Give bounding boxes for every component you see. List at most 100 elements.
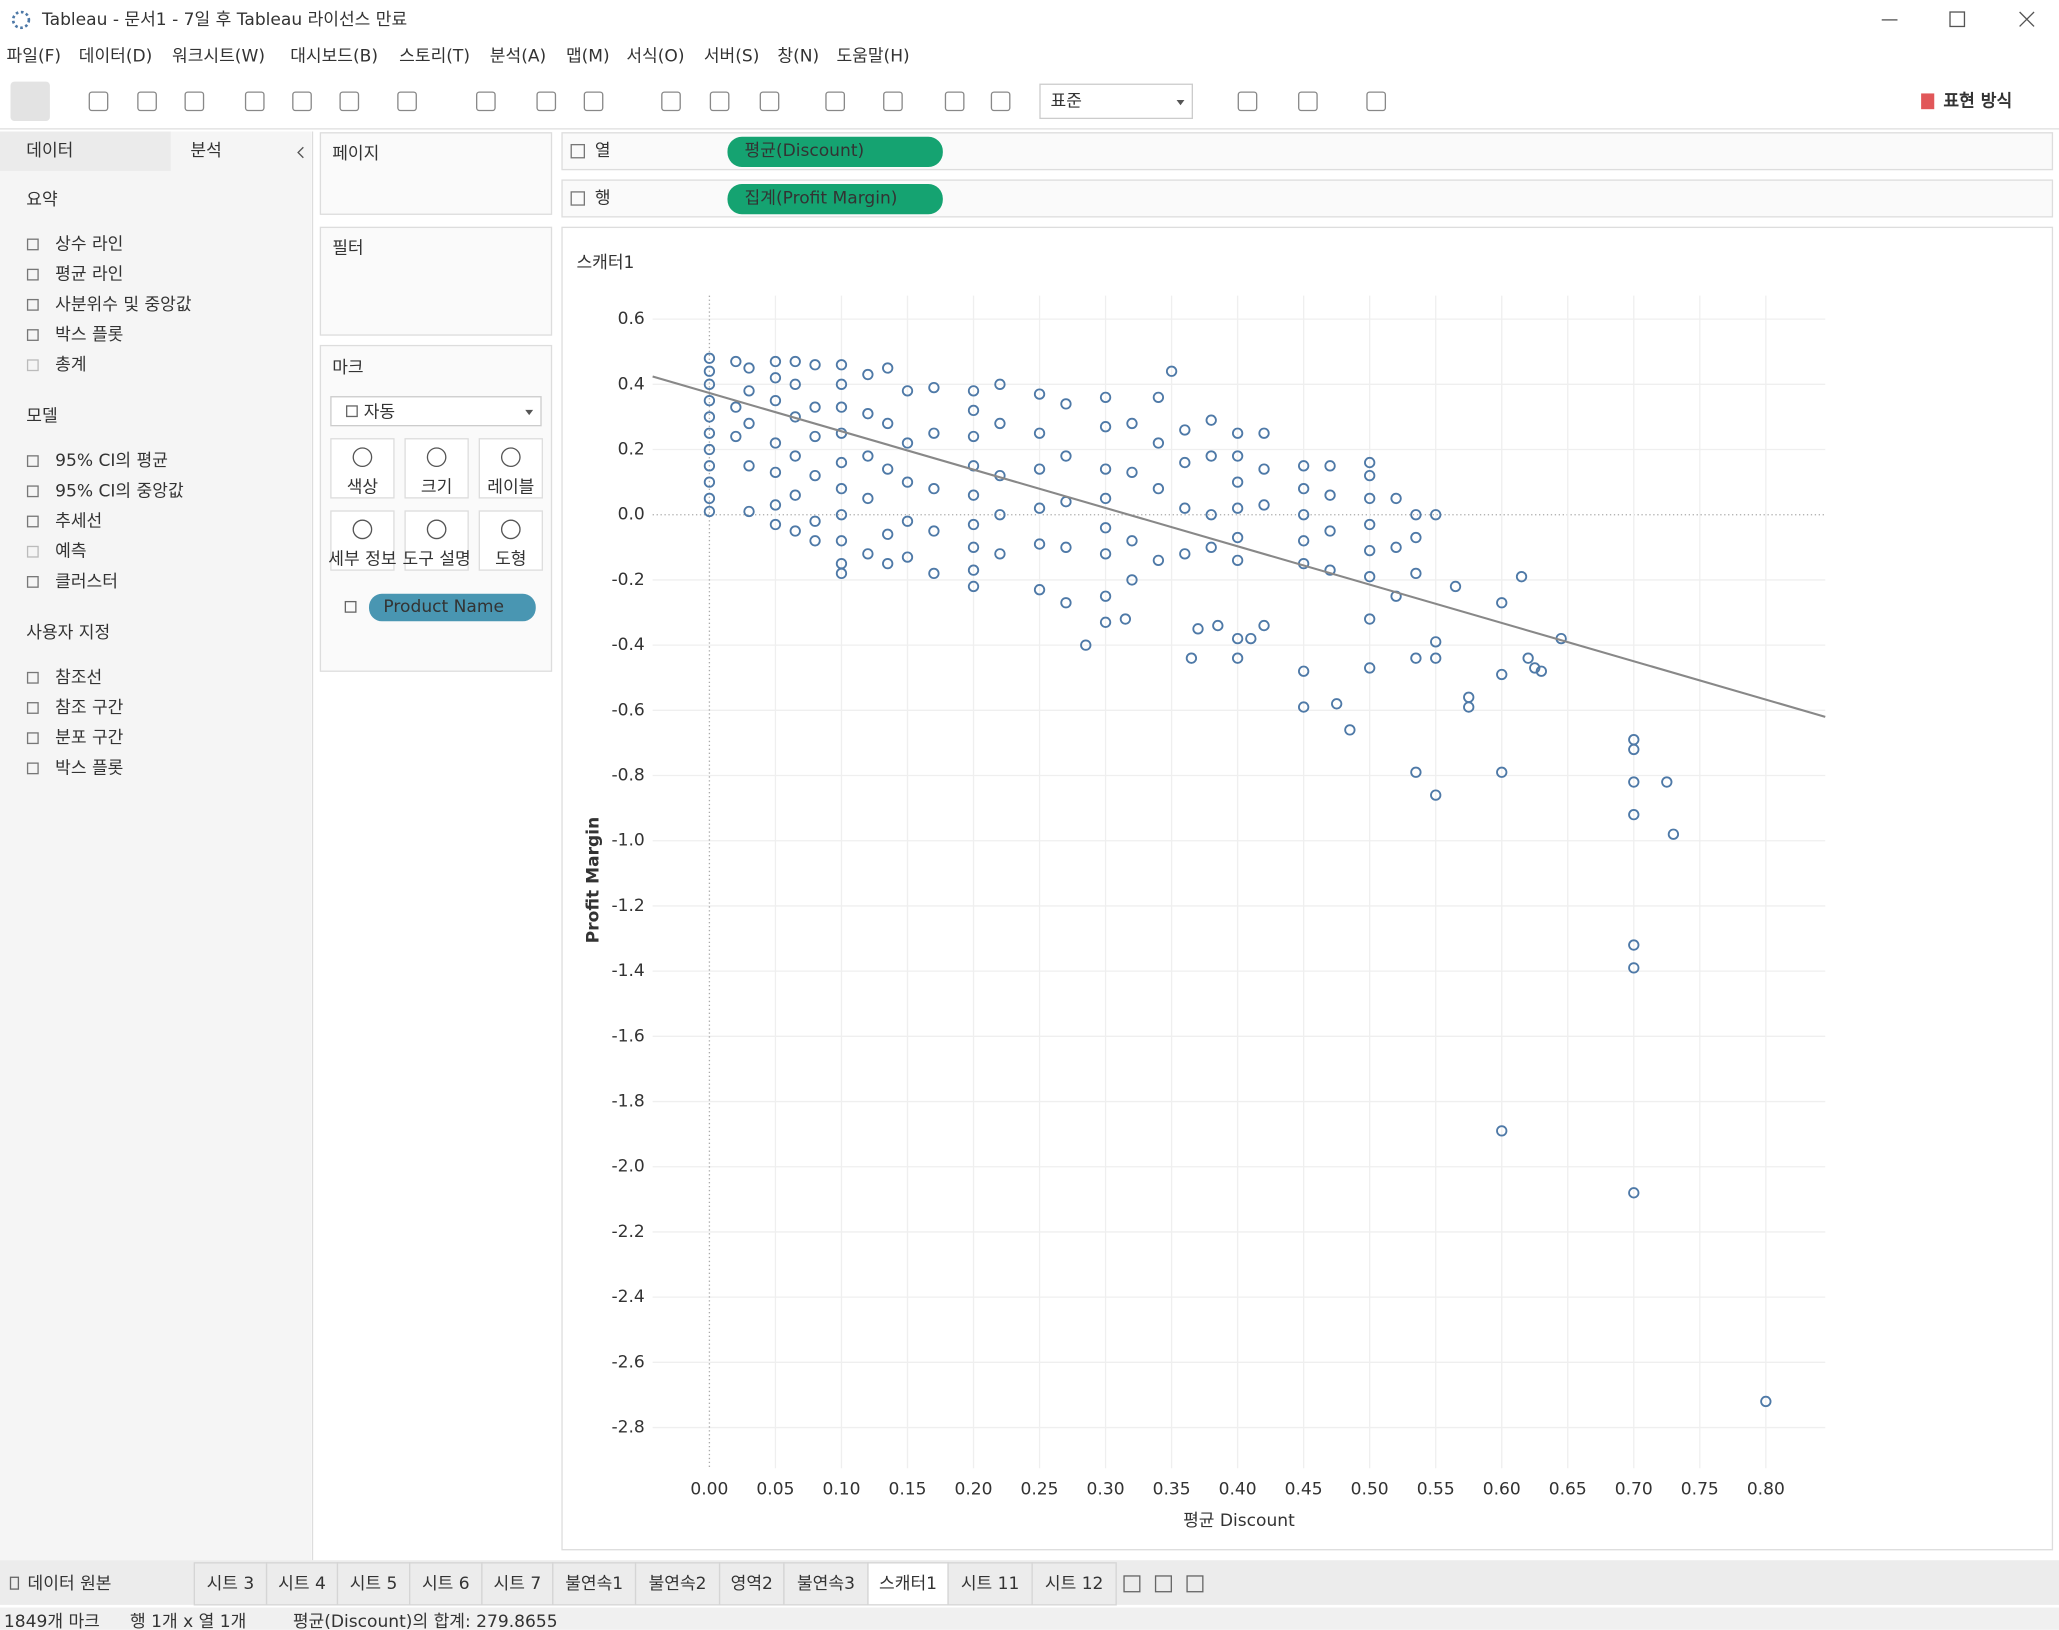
scatter-point[interactable] xyxy=(809,469,821,482)
scatter-point[interactable] xyxy=(703,443,716,456)
analytics-item[interactable]: 상수 라인 xyxy=(55,234,123,254)
scatter-point[interactable] xyxy=(835,401,848,413)
scatter-point[interactable] xyxy=(882,557,894,570)
scatter-point[interactable] xyxy=(1060,450,1072,462)
scatter-point[interactable] xyxy=(809,401,821,413)
scatter-point[interactable] xyxy=(1430,509,1442,521)
scatter-point[interactable] xyxy=(1099,421,1112,433)
menu-item[interactable]: 데이터(D) xyxy=(79,47,153,67)
scatter-point[interactable] xyxy=(703,492,716,505)
scatter-point[interactable] xyxy=(1324,564,1336,576)
toolbar-button[interactable] xyxy=(825,91,846,112)
scatter-point[interactable] xyxy=(809,430,821,443)
scatter-point[interactable] xyxy=(1258,619,1270,632)
analytics-item[interactable]: 참조 구간 xyxy=(55,698,124,718)
scatter-point[interactable] xyxy=(1496,766,1508,778)
scatter-point[interactable] xyxy=(703,460,716,472)
analytics-item[interactable]: 95% CI의 중앙값 xyxy=(55,481,184,501)
toolbar-button[interactable] xyxy=(1237,91,1258,112)
scatter-point[interactable] xyxy=(769,466,782,478)
scatter-point[interactable] xyxy=(1185,652,1198,664)
menu-item[interactable]: 맵(M) xyxy=(566,47,610,67)
scatter-point[interactable] xyxy=(967,541,980,553)
mark-type-dropdown[interactable] xyxy=(330,396,542,427)
menu-item[interactable]: 창(N) xyxy=(777,47,819,67)
scatter-point[interactable] xyxy=(1231,632,1244,645)
scatter-point[interactable] xyxy=(1364,662,1376,674)
scatter-point[interactable] xyxy=(789,355,801,368)
sheet-tab[interactable] xyxy=(783,1562,869,1606)
scatter-point[interactable] xyxy=(1298,509,1310,521)
scatter-point[interactable] xyxy=(1179,424,1191,436)
scatter-point[interactable] xyxy=(703,378,716,390)
scatter-point[interactable] xyxy=(1529,662,1541,674)
scatter-point[interactable] xyxy=(835,359,848,371)
scatter-point[interactable] xyxy=(967,564,980,576)
menu-item[interactable]: 워크시트(W) xyxy=(172,47,265,67)
scatter-point[interactable] xyxy=(703,476,716,488)
scatter-point[interactable] xyxy=(1033,584,1046,596)
scatter-point[interactable] xyxy=(769,372,782,384)
scatter-point[interactable] xyxy=(1033,463,1046,475)
data-source-tab[interactable]: 데이터 원본 xyxy=(28,1574,112,1594)
sheet-tab[interactable] xyxy=(552,1562,637,1606)
scatter-point[interactable] xyxy=(1126,466,1138,478)
toolbar-button[interactable] xyxy=(339,91,360,112)
scatter-point[interactable] xyxy=(769,394,782,407)
scatter-point[interactable] xyxy=(743,460,755,472)
scatter-point[interactable] xyxy=(1760,1395,1772,1408)
sheet-tab[interactable] xyxy=(336,1562,411,1606)
scatter-point[interactable] xyxy=(1099,391,1112,404)
shelf-pill[interactable] xyxy=(727,136,943,167)
scatter-point[interactable] xyxy=(743,385,755,397)
scatter-point[interactable] xyxy=(1410,509,1422,521)
analytics-item[interactable]: 박스 플롯 xyxy=(55,758,123,778)
scatter-point[interactable] xyxy=(769,499,782,511)
toolbar-button[interactable] xyxy=(397,91,417,112)
scatter-point[interactable] xyxy=(1205,414,1217,426)
scatter-point[interactable] xyxy=(789,489,801,501)
side-tab[interactable]: 데이터 xyxy=(26,141,73,161)
scatter-point[interactable] xyxy=(1099,548,1112,560)
toolbar-button[interactable] xyxy=(759,91,780,112)
scatter-point[interactable] xyxy=(1231,476,1244,488)
scatter-point[interactable] xyxy=(862,492,874,505)
scatter-point[interactable] xyxy=(1522,652,1534,664)
scatter-point[interactable] xyxy=(835,483,848,495)
scatter-point[interactable] xyxy=(967,518,980,531)
scatter-point[interactable] xyxy=(703,411,716,423)
scatter-point[interactable] xyxy=(928,567,940,580)
scatter-point[interactable] xyxy=(1390,492,1402,505)
scatter-point[interactable] xyxy=(967,385,980,397)
scatter-point[interactable] xyxy=(1410,652,1422,664)
scatter-point[interactable] xyxy=(1152,483,1165,495)
scatter-point[interactable] xyxy=(743,505,755,518)
scatter-point[interactable] xyxy=(1628,776,1640,788)
scatter-point[interactable] xyxy=(1298,701,1310,713)
side-tab-active[interactable] xyxy=(172,131,312,171)
scatter-point[interactable] xyxy=(730,430,742,443)
scatter-point[interactable] xyxy=(703,365,716,377)
scatter-point[interactable] xyxy=(1364,544,1376,557)
new-sheet-button[interactable] xyxy=(1186,1575,1204,1593)
scatter-point[interactable] xyxy=(1152,437,1165,449)
scatter-point[interactable] xyxy=(1179,548,1191,560)
scatter-point[interactable] xyxy=(730,355,742,368)
scatter-point[interactable] xyxy=(1463,701,1475,713)
scatter-point[interactable] xyxy=(862,408,874,420)
scatter-point[interactable] xyxy=(1331,698,1343,710)
scatter-point[interactable] xyxy=(1060,597,1072,609)
scatter-point[interactable] xyxy=(1628,939,1640,951)
scatter-point[interactable] xyxy=(1496,597,1508,609)
scatter-point[interactable] xyxy=(1099,590,1112,602)
scatter-point[interactable] xyxy=(1205,541,1217,553)
analytics-item[interactable]: 분포 구간 xyxy=(55,728,124,748)
scatter-point[interactable] xyxy=(994,378,1006,390)
sheet-tab[interactable] xyxy=(947,1562,1033,1606)
scatter-point[interactable] xyxy=(703,505,716,518)
scatter-point[interactable] xyxy=(862,548,874,560)
new-sheet-button[interactable] xyxy=(1123,1575,1141,1593)
scatter-point[interactable] xyxy=(1298,665,1310,677)
scatter-point[interactable] xyxy=(1430,636,1442,648)
toolbar-button[interactable] xyxy=(536,91,557,112)
